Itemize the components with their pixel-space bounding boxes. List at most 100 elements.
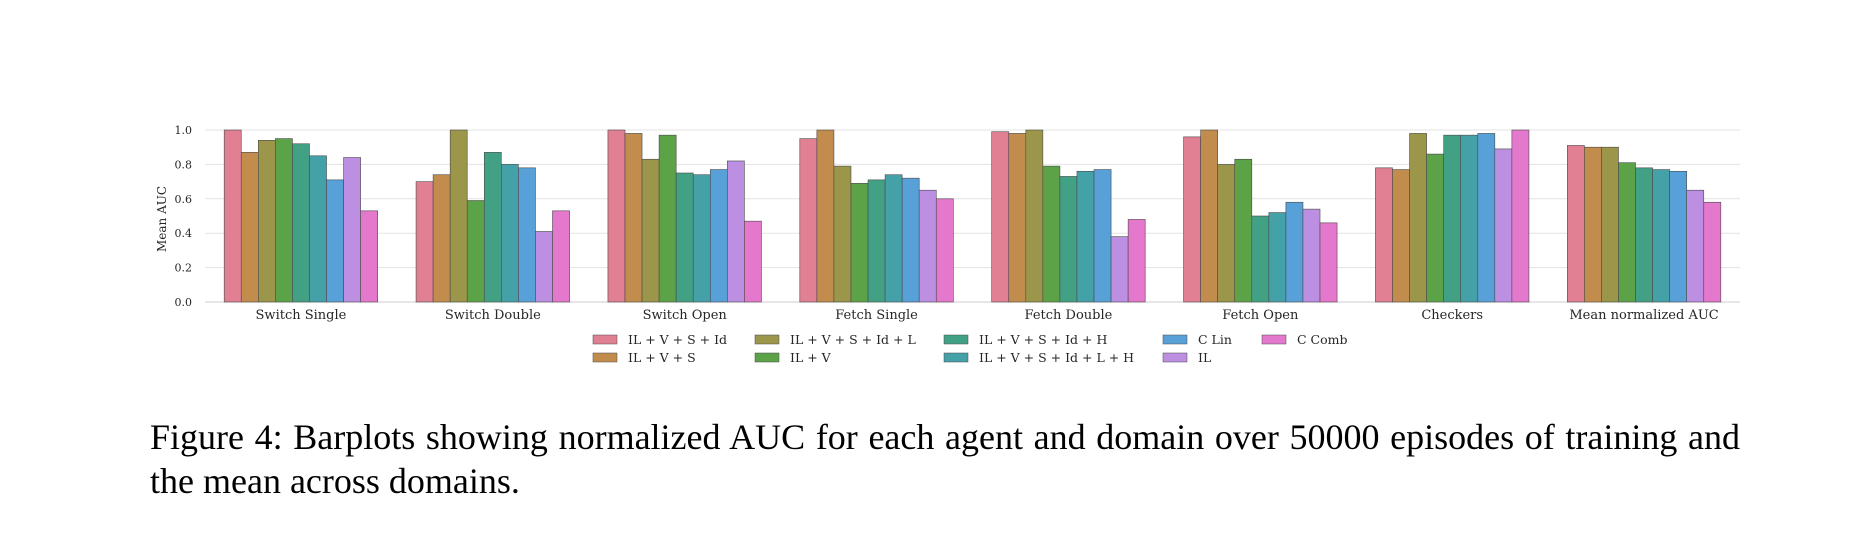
bar [1426, 153, 1444, 303]
bar [692, 174, 711, 303]
bar [1375, 167, 1393, 303]
bar [709, 169, 728, 303]
bar [343, 157, 361, 303]
bar [275, 138, 293, 303]
bar [1025, 129, 1044, 303]
bar [1618, 162, 1636, 303]
bar [1183, 136, 1201, 303]
bar [535, 231, 553, 303]
bar [1008, 133, 1027, 303]
x-category-label: Fetch Double [1025, 308, 1113, 323]
x-category-label: Fetch Single [835, 308, 918, 323]
bar [1217, 164, 1236, 303]
y-axis-label: Mean AUC [155, 186, 169, 252]
bars [223, 129, 1722, 303]
legend-label: IL + V + S + Id + L + H [979, 350, 1134, 365]
bar [1601, 146, 1619, 303]
bar [918, 189, 937, 303]
bar [1110, 236, 1129, 303]
bar [1669, 170, 1688, 303]
bar [309, 155, 327, 303]
bar [833, 165, 852, 303]
bar [991, 131, 1010, 303]
legend-label: IL + V + S + Id + L [790, 332, 916, 347]
bar [449, 129, 468, 303]
bar [850, 183, 869, 303]
bar [1268, 212, 1287, 303]
bar [607, 129, 626, 303]
y-tick-label: 1.0 [175, 124, 193, 137]
bar [1302, 208, 1321, 303]
x-category-label: Switch Open [643, 308, 728, 323]
x-category-label: Checkers [1421, 308, 1483, 323]
bar [1059, 176, 1078, 303]
bar [223, 129, 242, 303]
bar [935, 198, 954, 303]
bar [1392, 169, 1410, 303]
figure-caption: Figure 4: Barplots showing normalized AU… [150, 417, 1740, 501]
bar [1567, 145, 1585, 303]
x-category-label: Mean normalized AUC [1569, 308, 1718, 323]
bar [1076, 170, 1095, 303]
bar [1635, 167, 1653, 303]
bar [1234, 158, 1253, 303]
bar [1652, 169, 1670, 303]
y-tick-label: 0.4 [175, 227, 193, 240]
y-tick-label: 0.0 [175, 296, 193, 309]
legend-swatch [943, 352, 969, 363]
y-tick-label: 0.2 [175, 262, 193, 275]
legend-swatch [592, 352, 618, 363]
bar [1511, 129, 1530, 303]
legend-label: IL + V + S + Id [628, 332, 727, 347]
bar [1686, 189, 1705, 303]
bar [432, 174, 451, 303]
bar [1042, 165, 1061, 303]
bar [1584, 146, 1602, 303]
legend-label: IL + V [790, 350, 832, 365]
bar [901, 177, 920, 303]
bar [240, 152, 259, 303]
bar [466, 200, 485, 303]
legend-swatch [754, 352, 780, 363]
x-category-label: Switch Double [445, 308, 541, 323]
bar [1703, 201, 1722, 303]
legend-swatch [592, 334, 618, 345]
bar [675, 172, 694, 303]
legend-swatch [1162, 352, 1188, 363]
bar [1494, 148, 1513, 303]
bar [1200, 129, 1218, 303]
bar [641, 158, 660, 303]
y-tick-label: 0.8 [175, 158, 193, 171]
x-category-label: Fetch Open [1222, 308, 1299, 323]
bar [1409, 133, 1427, 303]
bar [799, 138, 818, 303]
bar [483, 152, 502, 303]
y-axis-ticks: 0.0 0.2 0.4 0.6 0.8 1.0 [175, 124, 193, 309]
bar [658, 134, 677, 303]
legend-swatch [1162, 334, 1188, 345]
bar [727, 160, 745, 303]
bar [501, 164, 519, 303]
bar [518, 167, 536, 303]
bar [624, 133, 643, 303]
bar [884, 174, 903, 303]
bar [1319, 222, 1338, 303]
legend-label: IL + V + S + Id + H [979, 332, 1107, 347]
bar [1443, 134, 1462, 303]
bar [1251, 215, 1270, 303]
bar [326, 179, 344, 303]
bar [360, 210, 378, 303]
y-tick-label: 0.6 [175, 193, 193, 206]
bar [1127, 219, 1146, 303]
legend-label: C Comb [1297, 332, 1347, 347]
bar [816, 129, 835, 303]
legend-label: IL [1198, 350, 1211, 365]
legend-swatch [1261, 334, 1287, 345]
bar [552, 210, 570, 303]
bar [1477, 133, 1496, 303]
legend-label: IL + V + S [628, 350, 696, 365]
bar [257, 140, 276, 303]
legend: IL + V + S + Id IL + V + S IL + V + S + Id… [592, 332, 1347, 365]
bar [292, 143, 310, 303]
